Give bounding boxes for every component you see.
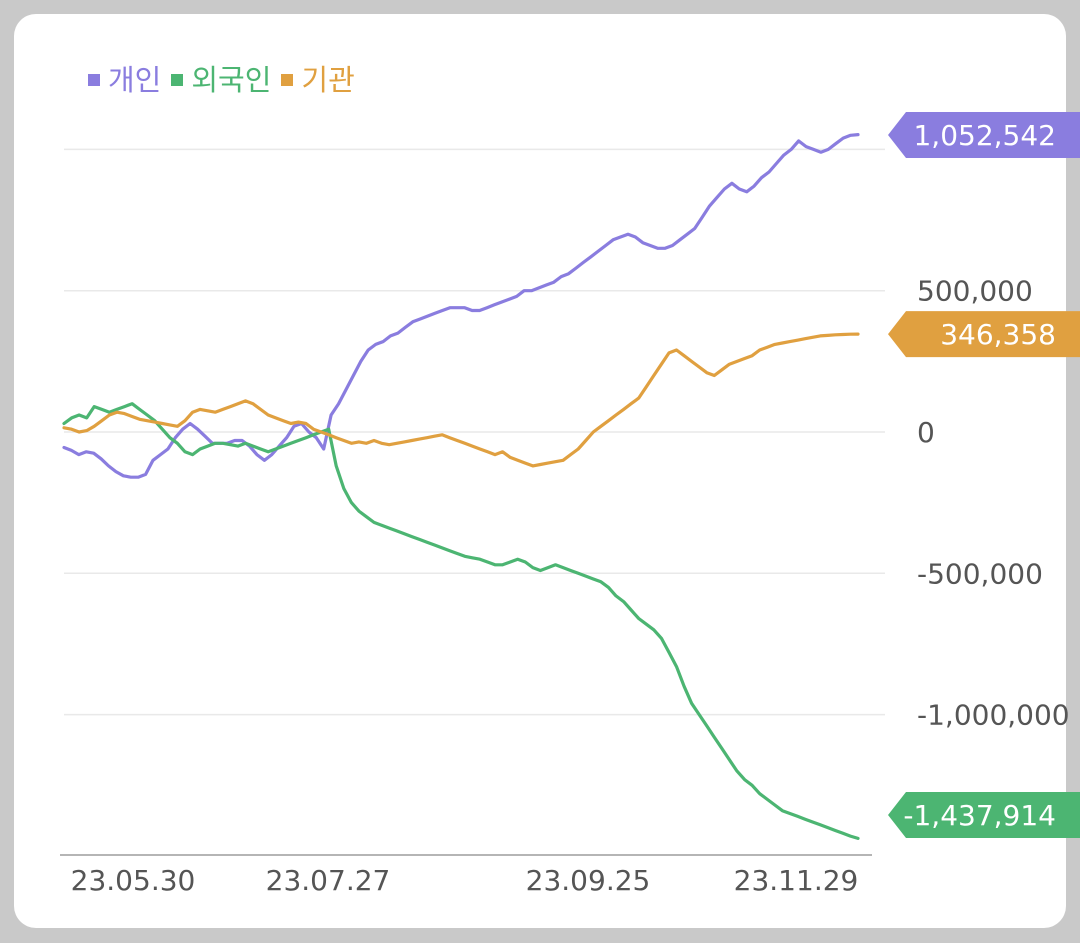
- legend-swatch-foreign: [171, 74, 184, 86]
- series-line-2: [62, 332, 860, 468]
- series-lines: [62, 133, 860, 841]
- x-tick-label: 23.11.29: [734, 864, 859, 897]
- grid: [64, 148, 885, 716]
- badge-value: 346,358: [940, 318, 1056, 351]
- last-value-badge-1: -1,437,914: [888, 792, 1080, 838]
- axes: 500,000 0 -500,000 -1,000,000 23.05.30 23.07.…: [60, 275, 1070, 897]
- legend-swatch-institution: [281, 74, 294, 86]
- legend-item-individual[interactable]: 개인: [88, 60, 161, 100]
- legend-swatch-individual: [88, 74, 100, 86]
- chart-card: [14, 14, 1066, 928]
- y-tick-label: -500,000: [917, 557, 1043, 590]
- badge-shape: [888, 112, 1080, 158]
- badge-shape: [888, 792, 1080, 838]
- series-line-1: [62, 402, 860, 841]
- last-value-badge-2: 346,358: [888, 311, 1080, 358]
- x-tick-label: 23.07.27: [266, 864, 391, 897]
- legend-label-individual: 개인: [108, 63, 162, 97]
- series-line-0: [62, 133, 860, 479]
- legend-item-institution[interactable]: 기관: [281, 60, 355, 100]
- y-tick-label: -1,000,000: [917, 699, 1070, 732]
- legend-label-foreign: 외국인: [191, 63, 272, 97]
- legend-label-institution: 기관: [301, 63, 355, 97]
- legend: 개인 외국인 기관: [88, 60, 365, 100]
- x-tick-label: 23.09.25: [526, 864, 651, 897]
- y-tick-label: 0: [917, 416, 935, 449]
- x-tick-label: 23.05.30: [71, 864, 196, 897]
- y-tick-label: 500,000: [917, 275, 1033, 308]
- last-value-badge-0: 1,052,542: [888, 112, 1080, 158]
- badge-shape: [888, 311, 1080, 358]
- legend-item-foreign[interactable]: 외국인: [171, 60, 271, 100]
- badge-value: -1,437,914: [903, 799, 1056, 832]
- value-badges: 1,052,542 -1,437,914 346,358: [888, 112, 1080, 838]
- badge-value: 1,052,542: [913, 119, 1056, 152]
